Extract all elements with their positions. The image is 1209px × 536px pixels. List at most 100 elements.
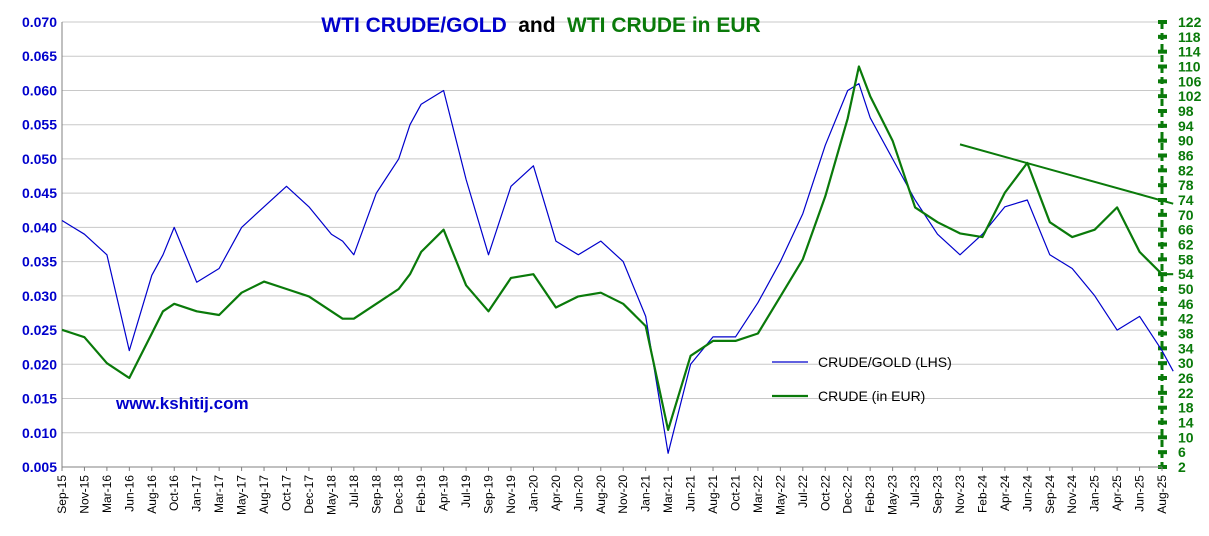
right-tick-mark <box>1158 316 1167 321</box>
left-y-axis: 0.005 0.010 0.015 0.020 0.025 0.030 0.035 0.040… <box>22 14 63 475</box>
right-tick-label: 98 <box>1178 103 1194 119</box>
right-tick-label: 34 <box>1178 340 1194 356</box>
right-tick-mark <box>1158 435 1167 440</box>
x-tick-label: Oct-21 <box>728 475 742 511</box>
x-tick-label: Apr-25 <box>1110 475 1124 511</box>
right-tick-mark <box>1158 405 1167 410</box>
right-tick-label: 50 <box>1178 281 1194 297</box>
x-tick-label: Aug-20 <box>594 475 608 514</box>
left-tick-label: 0.055 <box>22 117 57 133</box>
right-tick-mark <box>1158 109 1167 113</box>
right-tick-mark <box>1158 227 1167 232</box>
x-tick-label: Jun-20 <box>571 475 585 512</box>
x-tick-label: Jun-24 <box>1020 475 1034 512</box>
x-tick-label: Jan-20 <box>526 475 540 512</box>
x-tick-label: Jan-25 <box>1088 475 1102 512</box>
left-tick-label: 0.045 <box>22 185 57 201</box>
x-tick-label: May-23 <box>886 475 900 515</box>
x-tick-label: Apr-20 <box>549 475 563 511</box>
right-tick-mark <box>1158 94 1167 99</box>
right-tick-mark <box>1158 79 1167 84</box>
left-tick-label: 0.050 <box>22 151 57 167</box>
series-layer <box>61 65 1174 454</box>
right-tick-mark <box>1158 34 1167 39</box>
right-tick-mark <box>1158 257 1167 262</box>
x-tick-label: Oct-16 <box>167 475 181 511</box>
right-tick-label: 26 <box>1178 370 1194 386</box>
right-tick-mark <box>1158 420 1167 425</box>
legend-label-ratio: CRUDE/GOLD (LHS) <box>818 354 952 370</box>
right-tick-label: 6 <box>1178 444 1186 460</box>
x-tick-label: Mar-17 <box>212 475 226 513</box>
left-tick-label: 0.010 <box>22 425 57 441</box>
left-tick-label: 0.030 <box>22 288 57 304</box>
right-tick-mark <box>1158 49 1167 54</box>
right-tick-label: 74 <box>1178 192 1194 208</box>
series-line-crude-gold-ratio <box>61 82 1174 454</box>
x-tick-label: Oct-22 <box>818 475 832 511</box>
right-tick-mark <box>1158 123 1167 128</box>
right-tick-label: 82 <box>1178 162 1194 178</box>
right-tick-label: 118 <box>1178 29 1201 45</box>
series-line-trendline <box>959 143 1174 205</box>
x-tick-label: Aug-25 <box>1155 475 1169 514</box>
grid-lines <box>62 21 1162 468</box>
x-tick-label: Jan-17 <box>190 475 204 512</box>
legend-label-crude: CRUDE (in EUR) <box>818 388 925 404</box>
x-tick-label: Oct-17 <box>279 475 293 511</box>
right-tick-label: 90 <box>1178 133 1194 149</box>
x-tick-label: Mar-16 <box>100 475 114 513</box>
x-tick-label: Dec-18 <box>392 475 406 514</box>
left-tick-label: 0.020 <box>22 356 57 372</box>
x-tick-label: Apr-24 <box>998 475 1012 511</box>
x-tick-label: Aug-21 <box>706 475 720 514</box>
right-tick-label: 94 <box>1178 118 1194 134</box>
left-tick-label: 0.015 <box>22 391 57 407</box>
x-tick-label: Jul-23 <box>908 475 922 508</box>
x-tick-label: Nov-15 <box>77 475 91 514</box>
x-tick-label: Feb-19 <box>414 475 428 513</box>
x-tick-label: Feb-24 <box>975 475 989 513</box>
right-tick-mark <box>1158 183 1167 188</box>
right-tick-label: 102 <box>1178 88 1202 104</box>
left-tick-label: 0.005 <box>22 459 57 475</box>
title-part-3: WTI CRUDE in EUR <box>567 14 761 37</box>
right-tick-mark <box>1158 153 1167 158</box>
x-tick-label: May-22 <box>773 475 787 515</box>
x-tick-label: Jul-19 <box>459 475 473 508</box>
x-tick-label: Nov-23 <box>953 475 967 514</box>
right-tick-label: 58 <box>1178 251 1194 267</box>
right-tick-label: 42 <box>1178 311 1194 327</box>
right-tick-label: 18 <box>1178 400 1194 416</box>
x-tick-label: Dec-22 <box>841 475 855 514</box>
x-tick-label: Jul-18 <box>347 475 361 508</box>
right-tick-label: 62 <box>1178 237 1194 253</box>
x-tick-label: Nov-19 <box>504 475 518 514</box>
right-tick-label: 106 <box>1178 73 1202 89</box>
right-tick-label: 2 <box>1178 459 1186 475</box>
right-tick-mark <box>1158 390 1167 395</box>
x-axis: Sep-15 Nov-15 Mar-16 Jun-16 Aug-16 Oct-16 Jan-… <box>55 466 1169 515</box>
right-tick-label: 86 <box>1178 148 1194 164</box>
x-tick-label: Apr-19 <box>437 475 451 511</box>
chart-title: WTI CRUDE/GOLD and WTI CRUDE in EUR <box>321 14 760 37</box>
right-tick-label: 10 <box>1178 429 1194 445</box>
right-tick-mark <box>1158 376 1167 380</box>
left-tick-label: 0.060 <box>22 82 57 98</box>
right-tick-label: 110 <box>1178 59 1201 75</box>
left-tick-label: 0.070 <box>22 14 57 30</box>
left-tick-label: 0.040 <box>22 219 57 235</box>
x-tick-label: Sep-23 <box>931 475 945 514</box>
right-tick-label: 78 <box>1178 177 1194 193</box>
right-tick-mark <box>1158 168 1167 173</box>
left-tick-label: 0.035 <box>22 254 57 270</box>
right-tick-mark <box>1158 361 1167 366</box>
right-tick-mark <box>1158 212 1167 217</box>
x-tick-label: Sep-19 <box>482 475 496 514</box>
right-tick-label: 54 <box>1178 266 1194 282</box>
legend: CRUDE/GOLD (LHS) CRUDE (in EUR) <box>772 354 952 404</box>
right-tick-label: 46 <box>1178 296 1194 312</box>
right-tick-label: 14 <box>1178 415 1194 431</box>
